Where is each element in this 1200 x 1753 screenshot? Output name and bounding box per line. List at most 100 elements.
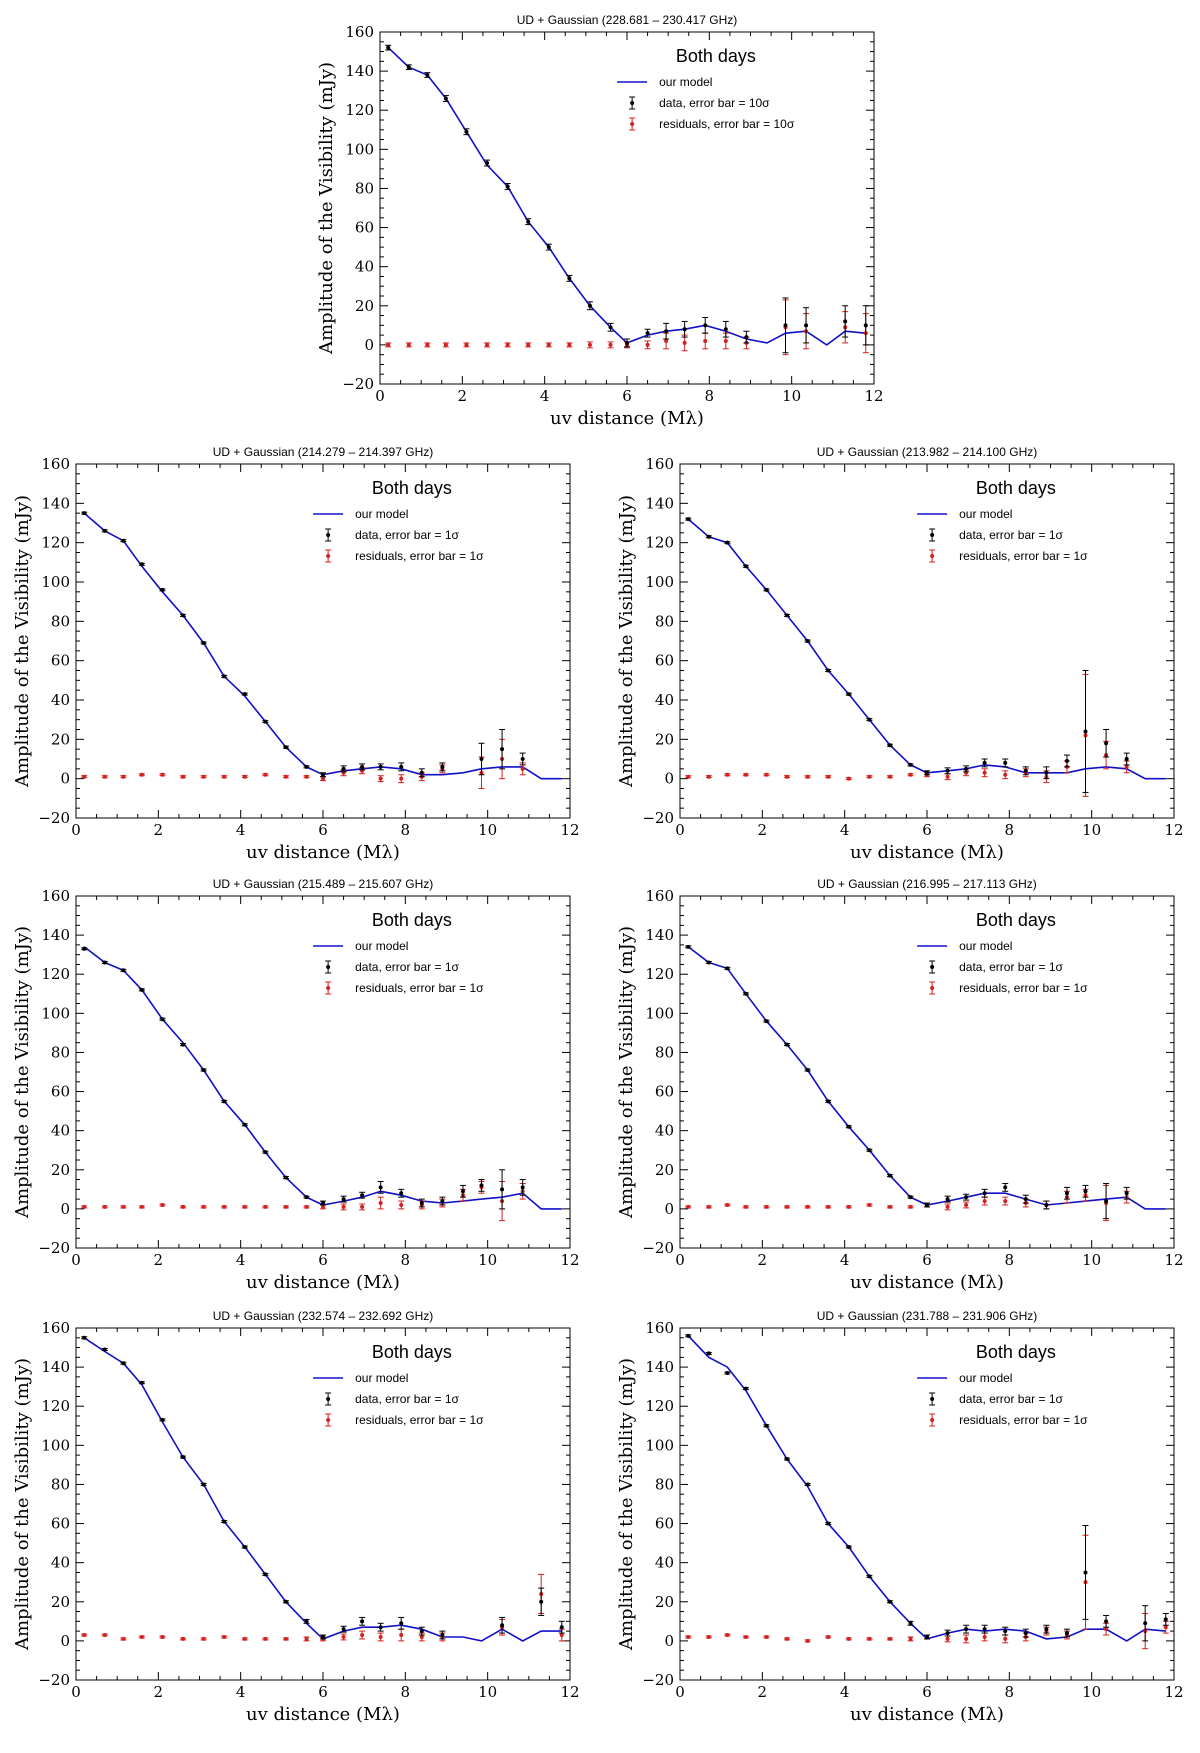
data-point — [341, 766, 346, 771]
residual-point — [805, 774, 810, 779]
residual-point — [686, 774, 691, 779]
x-tick-label: 12 — [1164, 1683, 1183, 1701]
data-point — [263, 1150, 268, 1155]
data-point — [559, 1625, 564, 1630]
chart-panel-4: UD + Gaussian (215.489 – 215.607 GHz) 0 2 4… — [12, 877, 580, 1293]
x-tick-label: 8 — [401, 821, 411, 839]
data-point — [1064, 758, 1069, 763]
data-point — [804, 323, 809, 328]
legend-data-swatch — [930, 533, 935, 537]
residual-point — [321, 1204, 325, 1209]
residual-point — [982, 1199, 987, 1204]
data-point — [82, 1335, 87, 1340]
residual-point — [908, 772, 913, 777]
legend-residual-label: residuals, error bar = 1σ — [959, 1413, 1088, 1427]
data-point — [867, 1574, 872, 1579]
y-tick-label: −20 — [38, 1239, 70, 1257]
x-axis-label: uv distance (Mλ) — [850, 1272, 1004, 1293]
residual-point — [485, 342, 490, 347]
x-tick-label: 8 — [401, 1683, 411, 1701]
y-tick-label: 140 — [645, 494, 674, 512]
x-tick-label: 6 — [318, 1251, 328, 1269]
residual-point — [263, 1636, 268, 1641]
residual-point — [160, 772, 165, 777]
data-point — [181, 1455, 186, 1460]
x-tick-label: 12 — [560, 1251, 579, 1269]
residual-point — [102, 1633, 107, 1638]
residual-point — [82, 774, 87, 779]
residual-point — [826, 1634, 831, 1639]
residual-point — [283, 774, 288, 779]
data-point — [805, 639, 810, 643]
data-point — [1023, 1631, 1028, 1636]
residual-point — [1104, 1627, 1109, 1632]
residual-point — [378, 1634, 383, 1639]
data-point — [419, 1629, 424, 1634]
model-line — [687, 518, 1166, 780]
data-point — [181, 613, 186, 618]
x-tick-label: 12 — [864, 387, 883, 405]
data-point — [82, 946, 87, 951]
data-point — [982, 760, 987, 765]
y-tick-label: 0 — [60, 1200, 70, 1218]
residual-point — [102, 1204, 107, 1209]
y-tick-label: 60 — [655, 1515, 674, 1533]
residual-point — [406, 342, 411, 347]
data-point — [706, 1351, 711, 1356]
data-point — [201, 1482, 206, 1487]
residual-point — [703, 338, 708, 343]
data-point — [321, 772, 325, 777]
y-tick-label: 0 — [664, 770, 674, 788]
legend-residual-swatch — [930, 554, 935, 558]
data-point — [1143, 1621, 1148, 1626]
legend-model-label: our model — [355, 939, 408, 953]
y-tick-label: 120 — [41, 534, 70, 552]
legend-title: Both days — [372, 478, 452, 498]
data-point — [964, 1627, 969, 1632]
legend-data-label: data, error bar = 1σ — [959, 528, 1063, 542]
chart-title: UD + Gaussian (215.489 – 215.607 GHz) — [213, 877, 433, 891]
x-tick-label: 6 — [318, 821, 328, 839]
residual-point — [723, 338, 728, 343]
residual-point — [321, 776, 325, 781]
residual-point — [706, 774, 711, 779]
data-point — [341, 1627, 346, 1632]
data-point — [378, 1625, 383, 1630]
x-tick-label: 8 — [1005, 821, 1015, 839]
data-point — [1083, 729, 1088, 734]
residual-point — [1003, 1199, 1008, 1204]
chart-panel-6: UD + Gaussian (232.574 – 232.692 GHz) 0 2 4… — [12, 1309, 580, 1725]
y-tick-label: −20 — [642, 809, 674, 827]
y-tick-label: 160 — [41, 1319, 70, 1337]
y-tick-label: 160 — [645, 455, 674, 473]
data-point — [785, 1457, 790, 1462]
data-point — [201, 1068, 206, 1073]
residual-point — [443, 342, 448, 347]
x-tick-label: 10 — [478, 821, 497, 839]
residual-point — [304, 1636, 309, 1641]
data-point — [102, 528, 107, 533]
x-tick-label: 12 — [560, 1683, 579, 1701]
residual-point — [785, 1636, 790, 1641]
data-point — [500, 1623, 505, 1628]
residual-point — [222, 774, 227, 779]
data-point — [102, 960, 107, 965]
data-point — [567, 276, 572, 281]
data-point — [846, 1545, 851, 1550]
data-point — [725, 966, 730, 971]
residual-point — [743, 1634, 748, 1639]
residual-point — [682, 340, 687, 345]
data-point — [645, 331, 650, 336]
y-tick-label: −20 — [642, 1239, 674, 1257]
legend-residual-label: residuals, error bar = 1σ — [355, 549, 484, 563]
y-tick-label: 140 — [41, 1358, 70, 1376]
legend-model-label: our model — [959, 1371, 1012, 1385]
data-point — [826, 1099, 831, 1104]
data-point — [139, 562, 144, 567]
data-point — [378, 1185, 383, 1190]
data-point — [744, 335, 749, 340]
data-point — [867, 717, 872, 722]
residual-point — [887, 774, 892, 779]
y-tick-label: 160 — [645, 887, 674, 905]
y-tick-label: −20 — [38, 1671, 70, 1689]
